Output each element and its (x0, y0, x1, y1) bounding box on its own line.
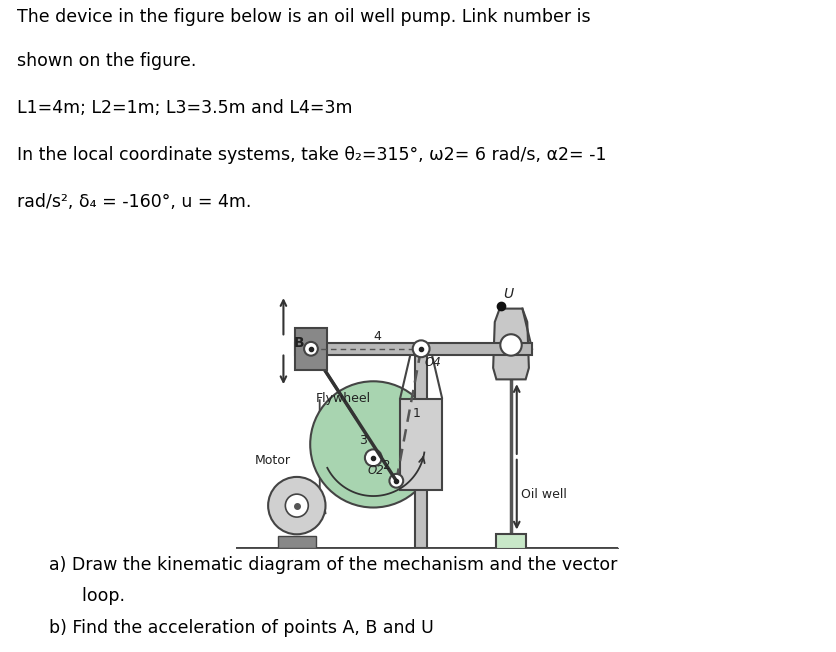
Bar (496, 534, 525, 549)
Bar (294, 343, 532, 355)
Text: O2: O2 (367, 464, 384, 477)
Bar (505, 548, 516, 549)
Circle shape (310, 381, 436, 507)
Text: Flywheel: Flywheel (315, 393, 370, 406)
Text: rad/s², δ₄ = -160°, u = 4m.: rad/s², δ₄ = -160°, u = 4m. (17, 193, 251, 211)
Text: loop.: loop. (48, 587, 125, 605)
Text: b) Find the acceleration of points A, B and U: b) Find the acceleration of points A, B … (48, 619, 433, 636)
Text: In the local coordinate systems, take θ₂=315°, ω2= 6 rad/s, α2= -1: In the local coordinate systems, take θ₂… (17, 146, 605, 164)
Bar (278, 536, 315, 548)
Circle shape (364, 449, 381, 466)
Text: The device in the figure below is an oil well pump. Link number is: The device in the figure below is an oil… (17, 8, 589, 26)
Text: 4: 4 (373, 331, 381, 344)
Bar (400, 398, 441, 490)
Text: Oil well: Oil well (520, 488, 566, 501)
Text: shown on the figure.: shown on the figure. (17, 52, 196, 70)
Text: Motor: Motor (254, 454, 290, 467)
Circle shape (500, 334, 521, 355)
Text: 1: 1 (412, 407, 420, 420)
Polygon shape (492, 308, 528, 379)
Text: O4: O4 (424, 356, 441, 369)
Circle shape (285, 494, 308, 517)
Circle shape (268, 477, 325, 534)
Circle shape (389, 474, 403, 488)
Circle shape (303, 342, 318, 355)
Text: a) Draw the kinematic diagram of the mechanism and the vector: a) Draw the kinematic diagram of the mec… (48, 556, 616, 574)
Text: L1=4m; L2=1m; L3=3.5m and L4=3m: L1=4m; L2=1m; L3=3.5m and L4=3m (17, 99, 352, 117)
Text: U: U (502, 286, 512, 301)
Bar (415, 355, 426, 548)
Text: B: B (293, 336, 304, 350)
Text: 2: 2 (381, 459, 389, 472)
Circle shape (412, 340, 429, 357)
Text: 3: 3 (359, 434, 366, 447)
Bar (294, 328, 327, 370)
